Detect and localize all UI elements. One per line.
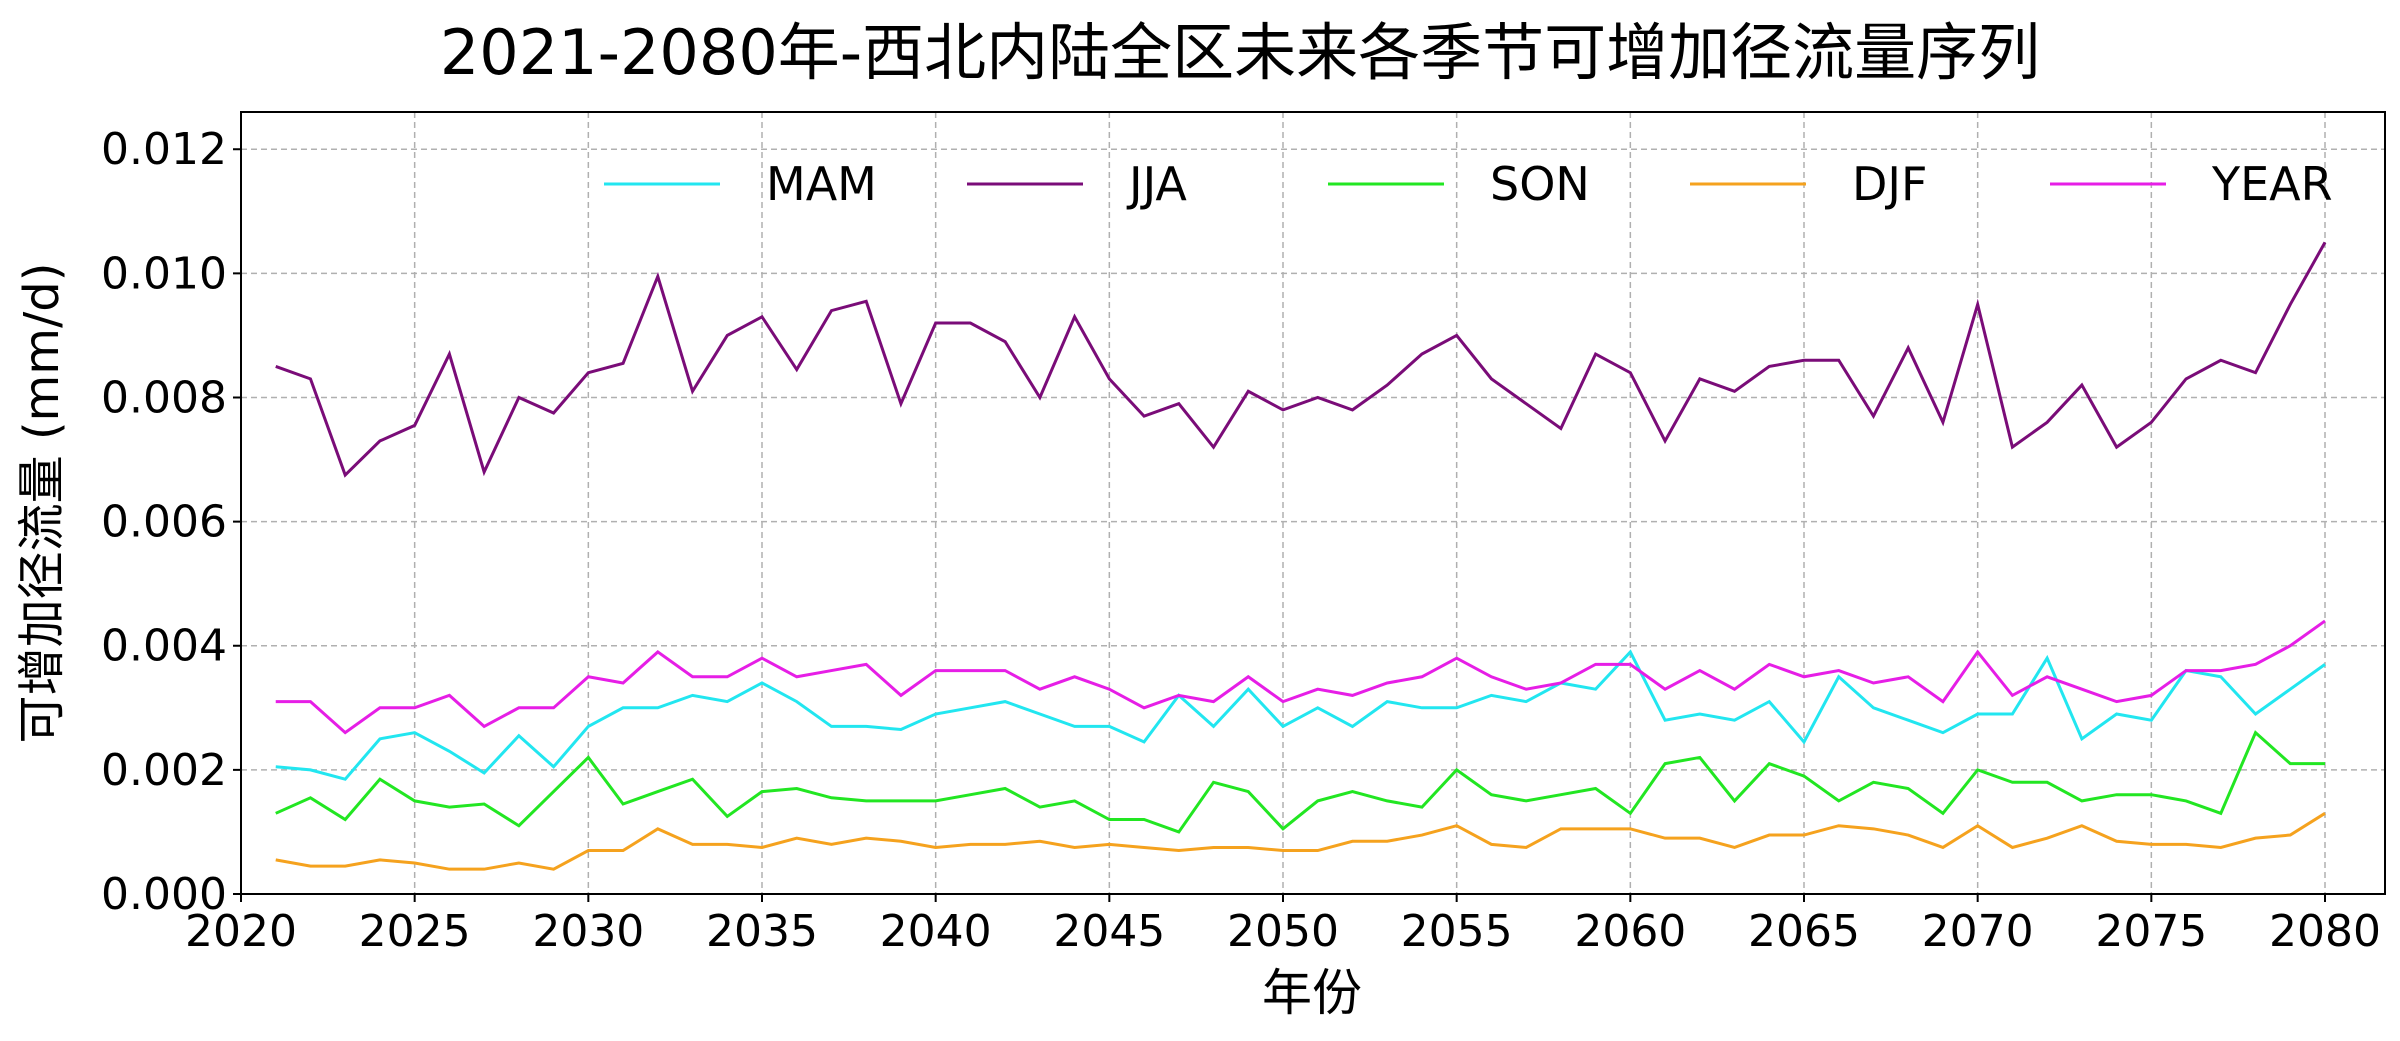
legend-label-son: SON bbox=[1490, 157, 1590, 211]
y-tick-label: 0.012 bbox=[101, 124, 227, 175]
y-tick-label: 0.002 bbox=[101, 745, 227, 796]
y-ticks: 0.000 0.002 0.004 0.006 0.008 0.010 0.012 bbox=[101, 124, 241, 920]
y-tick-label: 0.000 bbox=[101, 869, 227, 920]
x-tick-label: 2045 bbox=[1053, 906, 1165, 957]
chart-title: 2021-2080年-西北内陆全区未来各季节可增加径流量序列 bbox=[440, 16, 2040, 89]
series-line-son bbox=[275, 730, 2325, 834]
x-tick-label: 2030 bbox=[532, 906, 644, 957]
x-axis-label: 年份 bbox=[1262, 964, 1362, 1022]
x-tick-label: 2065 bbox=[1748, 906, 1860, 957]
series-line-djf bbox=[275, 812, 2326, 871]
x-tick-label: 2070 bbox=[1922, 906, 2034, 957]
legend-label-mam: MAM bbox=[766, 157, 877, 211]
series-line-mam bbox=[275, 649, 2326, 781]
x-tick-label: 2050 bbox=[1227, 906, 1339, 957]
x-tick-label: 2075 bbox=[2095, 906, 2207, 957]
series-group bbox=[275, 241, 2327, 871]
series-line-year bbox=[275, 619, 2326, 735]
grid bbox=[240, 112, 2385, 895]
x-tick-label: 2035 bbox=[706, 906, 818, 957]
y-tick-label: 0.010 bbox=[101, 248, 227, 299]
x-ticks: 2020 2025 2030 2035 2040 2045 2050 2055 2060 2065… bbox=[185, 894, 2381, 957]
x-tick-label: 2025 bbox=[359, 906, 471, 957]
y-axis-label: 可增加径流量 (mm/d) bbox=[14, 263, 70, 744]
y-tick-label: 0.006 bbox=[101, 497, 227, 548]
x-tick-label: 2040 bbox=[880, 906, 992, 957]
x-tick-label: 2080 bbox=[2269, 906, 2381, 957]
legend-label-djf: DJF bbox=[1852, 157, 1927, 211]
series-line-jja bbox=[275, 241, 2327, 478]
legend-label-jja: JJA bbox=[1126, 157, 1187, 211]
x-tick-label: 2055 bbox=[1401, 906, 1513, 957]
legend-label-year: YEAR bbox=[2211, 157, 2333, 211]
x-tick-label: 2060 bbox=[1574, 906, 1686, 957]
x-tick-label: 2020 bbox=[185, 906, 297, 957]
y-tick-label: 0.008 bbox=[101, 372, 227, 423]
legend: MAM JJA SON DJF YEAR bbox=[604, 157, 2333, 211]
plot-frame bbox=[240, 111, 2386, 895]
y-tick-label: 0.004 bbox=[101, 621, 227, 672]
